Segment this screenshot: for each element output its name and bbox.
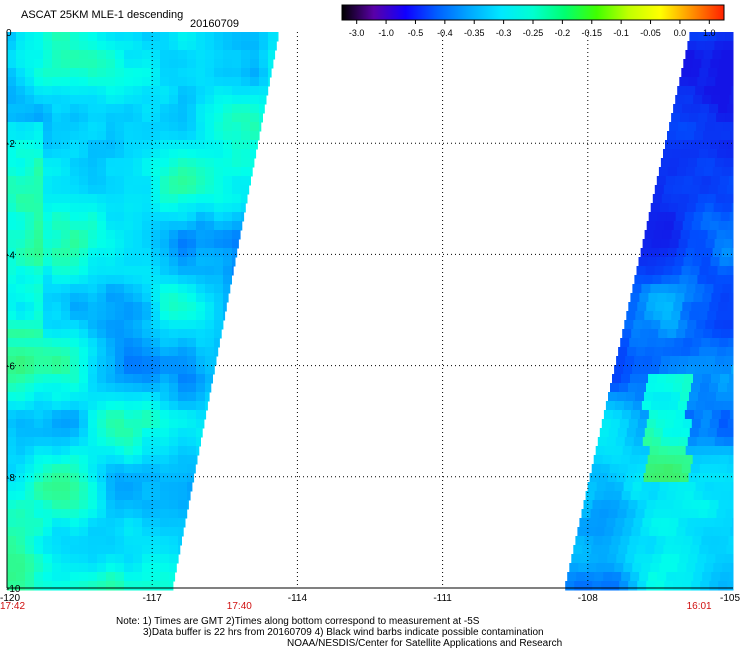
colorbar-tick-label: -0.4 [437, 28, 453, 38]
colorbar-tick-label: -0.5 [408, 28, 424, 38]
colorbar-tick-label: -0.1 [613, 28, 629, 38]
note-line-3: NOAA/NESDIS/Center for Satellite Applica… [287, 638, 563, 649]
colorbar-tick-label: -0.25 [523, 28, 544, 38]
y-tick-label: -8 [6, 473, 15, 484]
y-tick-label: -10 [6, 584, 21, 595]
time-label: 16:01 [687, 601, 712, 612]
swath-west [7, 32, 279, 591]
colorbar-tick-label: -0.3 [496, 28, 512, 38]
colorbar-tick-label: -3.0 [349, 28, 365, 38]
colorbar-tick-label: 0.0 [674, 28, 687, 38]
colorbar-tick-label: -0.35 [464, 28, 485, 38]
y-tick-label: 0 [6, 28, 12, 39]
colorbar-tick-label: -0.15 [582, 28, 603, 38]
time-label: 17:40 [227, 601, 252, 612]
colorbar-tick-label: -0.2 [555, 28, 571, 38]
time-label: 17:42 [0, 601, 25, 612]
chart-title: ASCAT 25KM MLE-1 descending [21, 9, 184, 21]
y-tick-label: -6 [6, 362, 15, 373]
colorbar-tick-label: -1.0 [378, 28, 394, 38]
note-line-1: Note: 1) Times are GMT 2)Times along bot… [116, 616, 480, 627]
x-tick-label: -120 [0, 593, 20, 604]
x-tick-label: -114 [288, 593, 308, 604]
x-tick-label: -117 [143, 593, 163, 604]
colorbar-tick-label: 1.0 [703, 28, 716, 38]
y-tick-label: -4 [6, 250, 15, 261]
x-tick-label: -111 [433, 593, 452, 604]
colorbar-gradient [341, 4, 725, 21]
chart-date: 20160709 [190, 18, 239, 30]
colorbar-tick-label: -0.05 [640, 28, 661, 38]
x-tick-label: -105 [720, 593, 740, 604]
note-line-2: 3)Data buffer is 22 hrs from 20160709 4)… [143, 627, 544, 638]
grid-lines [7, 32, 733, 588]
swath-east [565, 32, 734, 591]
y-tick-label: -2 [6, 139, 15, 150]
x-tick-label: -108 [578, 593, 598, 604]
